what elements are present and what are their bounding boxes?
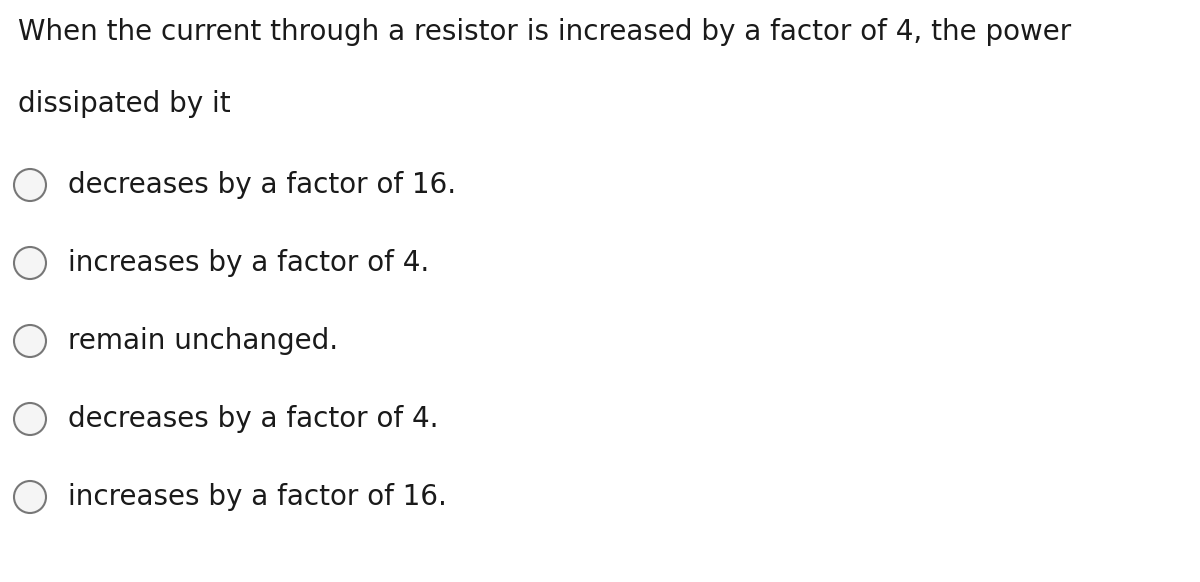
- Text: decreases by a factor of 4.: decreases by a factor of 4.: [68, 405, 438, 433]
- Text: dissipated by it: dissipated by it: [18, 90, 230, 118]
- Ellipse shape: [14, 403, 46, 435]
- Ellipse shape: [14, 169, 46, 201]
- Text: increases by a factor of 16.: increases by a factor of 16.: [68, 483, 446, 511]
- Text: decreases by a factor of 16.: decreases by a factor of 16.: [68, 171, 456, 199]
- Ellipse shape: [14, 481, 46, 513]
- Text: remain unchanged.: remain unchanged.: [68, 327, 338, 355]
- Text: When the current through a resistor is increased by a factor of 4, the power: When the current through a resistor is i…: [18, 18, 1072, 46]
- Ellipse shape: [14, 325, 46, 357]
- Text: increases by a factor of 4.: increases by a factor of 4.: [68, 249, 430, 277]
- Ellipse shape: [14, 247, 46, 279]
